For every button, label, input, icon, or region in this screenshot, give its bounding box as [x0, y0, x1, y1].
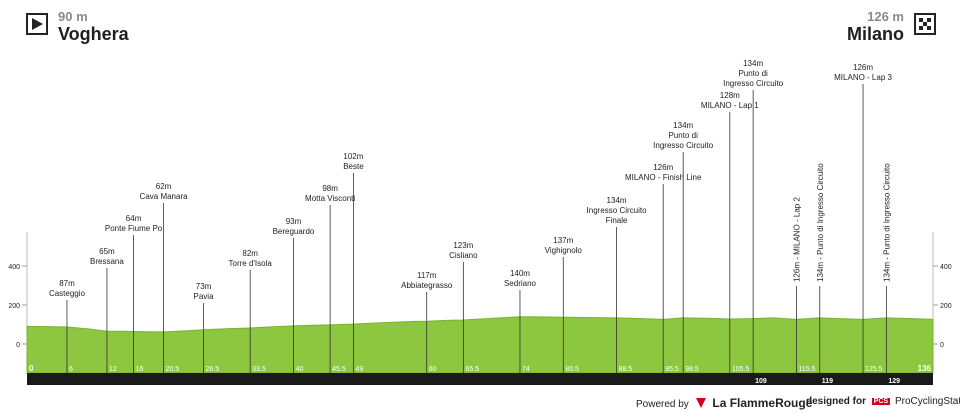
waypoint-name: Sedriano: [504, 279, 537, 288]
finish-elevation: 126 m: [867, 9, 904, 24]
pcs-logo: PCS: [871, 398, 891, 405]
waypoint-name: Ponte Fiume Po: [105, 224, 163, 233]
waypoint-name: Bereguardo: [273, 227, 315, 236]
km-marker: 136: [918, 364, 932, 373]
waypoint-name: Abbiategrasso: [401, 281, 453, 290]
y-tick-label-left: 400: [8, 264, 20, 271]
waypoint-elevation: 65m: [99, 247, 115, 256]
start-city: Voghera: [58, 24, 129, 44]
km-marker: 60: [429, 366, 437, 373]
km-marker: 0: [29, 364, 34, 373]
waypoint-vertical-label: 126m - MILANO - Lap 2: [792, 197, 801, 282]
waypoint-name: Casteggio: [49, 289, 86, 298]
waypoint-name: MILANO - Lap 3: [834, 73, 892, 82]
km-marker: 49: [355, 366, 363, 373]
waypoint-vertical-label: 134m - Punto di Ingresso Circuito: [816, 163, 825, 282]
waypoint-elevation: 123m: [453, 241, 473, 250]
km-marker: 80.5: [565, 366, 579, 373]
designed-for: designed for PCS ProCyclingStats: [806, 396, 960, 407]
km-marker: 88.5: [619, 366, 633, 373]
waypoint-name: Cava Manara: [140, 192, 189, 201]
distance-bar: [27, 373, 933, 385]
waypoint-name: Finale: [606, 216, 628, 225]
waypoint-elevation: 128m: [720, 91, 740, 100]
km-marker: 20.5: [166, 366, 180, 373]
powered-by: Powered by La FlammeRouge: [636, 396, 812, 410]
km-marker: 45.5: [332, 366, 346, 373]
waypoint-elevation: 117m: [417, 271, 437, 280]
km-marker: 125.5: [865, 366, 883, 373]
km-marker-bar: 119: [822, 378, 833, 385]
waypoint-name: Beste: [343, 162, 364, 171]
waypoint-name: Motta Visconti: [305, 194, 355, 203]
waypoint-elevation: 73m: [196, 282, 212, 291]
km-marker-bar: 109: [755, 378, 767, 385]
km-marker: 40: [295, 366, 303, 373]
waypoint-elevation: 126m: [653, 163, 673, 172]
y-tick-label-right: 200: [940, 303, 952, 310]
waypoint-name: Ingresso Circuito: [653, 141, 714, 150]
flamme-rouge-logo-icon: [695, 398, 706, 408]
waypoint-elevation: 134m: [607, 196, 627, 205]
waypoint-name: Torre d'Isola: [229, 259, 273, 268]
waypoint-elevation: 64m: [126, 214, 142, 223]
play-icon: [26, 13, 48, 35]
km-marker-bar: 129: [888, 378, 900, 385]
km-marker: 95.5: [665, 366, 679, 373]
waypoint-name: Ingresso Circuito: [587, 206, 648, 215]
y-tick-label-right: 400: [940, 264, 952, 271]
km-marker: 12: [109, 366, 117, 373]
waypoint-name: Cisliano: [449, 251, 478, 260]
powered-by-label: Powered by: [636, 399, 689, 410]
y-tick-label-left: 200: [8, 303, 20, 310]
waypoint-elevation: 134m: [743, 59, 763, 68]
waypoint-elevation: 98m: [322, 184, 338, 193]
waypoint-elevation: 87m: [59, 279, 75, 288]
waypoint-name: Punto di: [738, 69, 768, 78]
waypoint-elevation: 134m: [673, 121, 693, 130]
powered-by-brand: La FlammeRouge: [712, 396, 813, 410]
checkered-flag-icon: [914, 13, 936, 35]
km-marker: 65.5: [465, 366, 479, 373]
elevation-area: [26, 316, 934, 374]
waypoint-name: MILANO - Lap 1: [701, 101, 759, 110]
waypoint-name: Vighignolo: [545, 246, 583, 255]
km-marker: 98.5: [685, 366, 699, 373]
waypoint-elevation: 140m: [510, 269, 530, 278]
y-tick-label-right: 0: [940, 342, 944, 349]
km-marker: 105.5: [732, 366, 750, 373]
km-marker: 74: [522, 366, 530, 373]
km-marker: 16: [136, 366, 144, 373]
km-marker: 33.5: [252, 366, 266, 373]
waypoint-vertical-label: 134m - Punto di Ingresso Circuito: [882, 163, 891, 282]
designed-for-label: designed for: [806, 396, 867, 407]
waypoint-elevation: 93m: [286, 217, 302, 226]
waypoint-elevation: 137m: [553, 236, 573, 245]
waypoint-name: Ingresso Circuito: [723, 79, 784, 88]
start-elevation: 90 m: [58, 9, 88, 24]
waypoint-name: Punto di: [669, 131, 699, 140]
waypoint-name: Pavia: [194, 292, 215, 301]
waypoint-elevation: 126m: [853, 63, 873, 72]
finish-city: Milano: [847, 24, 904, 44]
waypoint-elevation: 82m: [242, 249, 258, 258]
waypoint-name: MILANO - Finish Line: [625, 173, 702, 182]
km-marker: 26.5: [206, 366, 220, 373]
waypoint-name: Bressana: [90, 257, 124, 266]
waypoint-elevation: 62m: [156, 182, 172, 191]
km-marker: 6: [69, 366, 73, 373]
y-tick-label-left: 0: [16, 342, 20, 349]
waypoint-elevation: 102m: [343, 152, 363, 161]
km-marker: 115.5: [798, 366, 815, 373]
designed-for-site: ProCyclingStats: [894, 396, 960, 407]
